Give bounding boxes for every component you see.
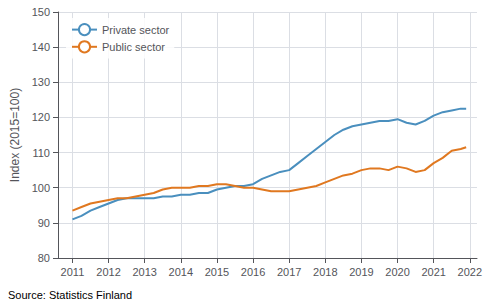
svg-text:150: 150 (32, 6, 50, 18)
svg-text:2020: 2020 (385, 266, 409, 278)
svg-text:Index (2015=100): Index (2015=100) (8, 88, 22, 182)
svg-text:80: 80 (38, 252, 50, 264)
svg-text:2014: 2014 (169, 266, 193, 278)
svg-text:2017: 2017 (277, 266, 301, 278)
svg-text:140: 140 (32, 41, 50, 53)
svg-text:2018: 2018 (313, 266, 337, 278)
svg-text:Private sector: Private sector (102, 24, 170, 36)
svg-text:2016: 2016 (241, 266, 265, 278)
svg-text:120: 120 (32, 111, 50, 123)
svg-text:2022: 2022 (458, 266, 482, 278)
svg-text:Source: Statistics Finland: Source: Statistics Finland (8, 289, 132, 301)
svg-text:2019: 2019 (349, 266, 373, 278)
svg-text:100: 100 (32, 182, 50, 194)
svg-text:2021: 2021 (421, 266, 445, 278)
svg-text:130: 130 (32, 76, 50, 88)
svg-text:2015: 2015 (205, 266, 229, 278)
svg-text:2012: 2012 (96, 266, 120, 278)
svg-text:90: 90 (38, 217, 50, 229)
svg-text:2013: 2013 (132, 266, 156, 278)
svg-text:Public sector: Public sector (102, 41, 165, 53)
svg-text:110: 110 (32, 147, 50, 159)
svg-text:2011: 2011 (61, 266, 85, 278)
